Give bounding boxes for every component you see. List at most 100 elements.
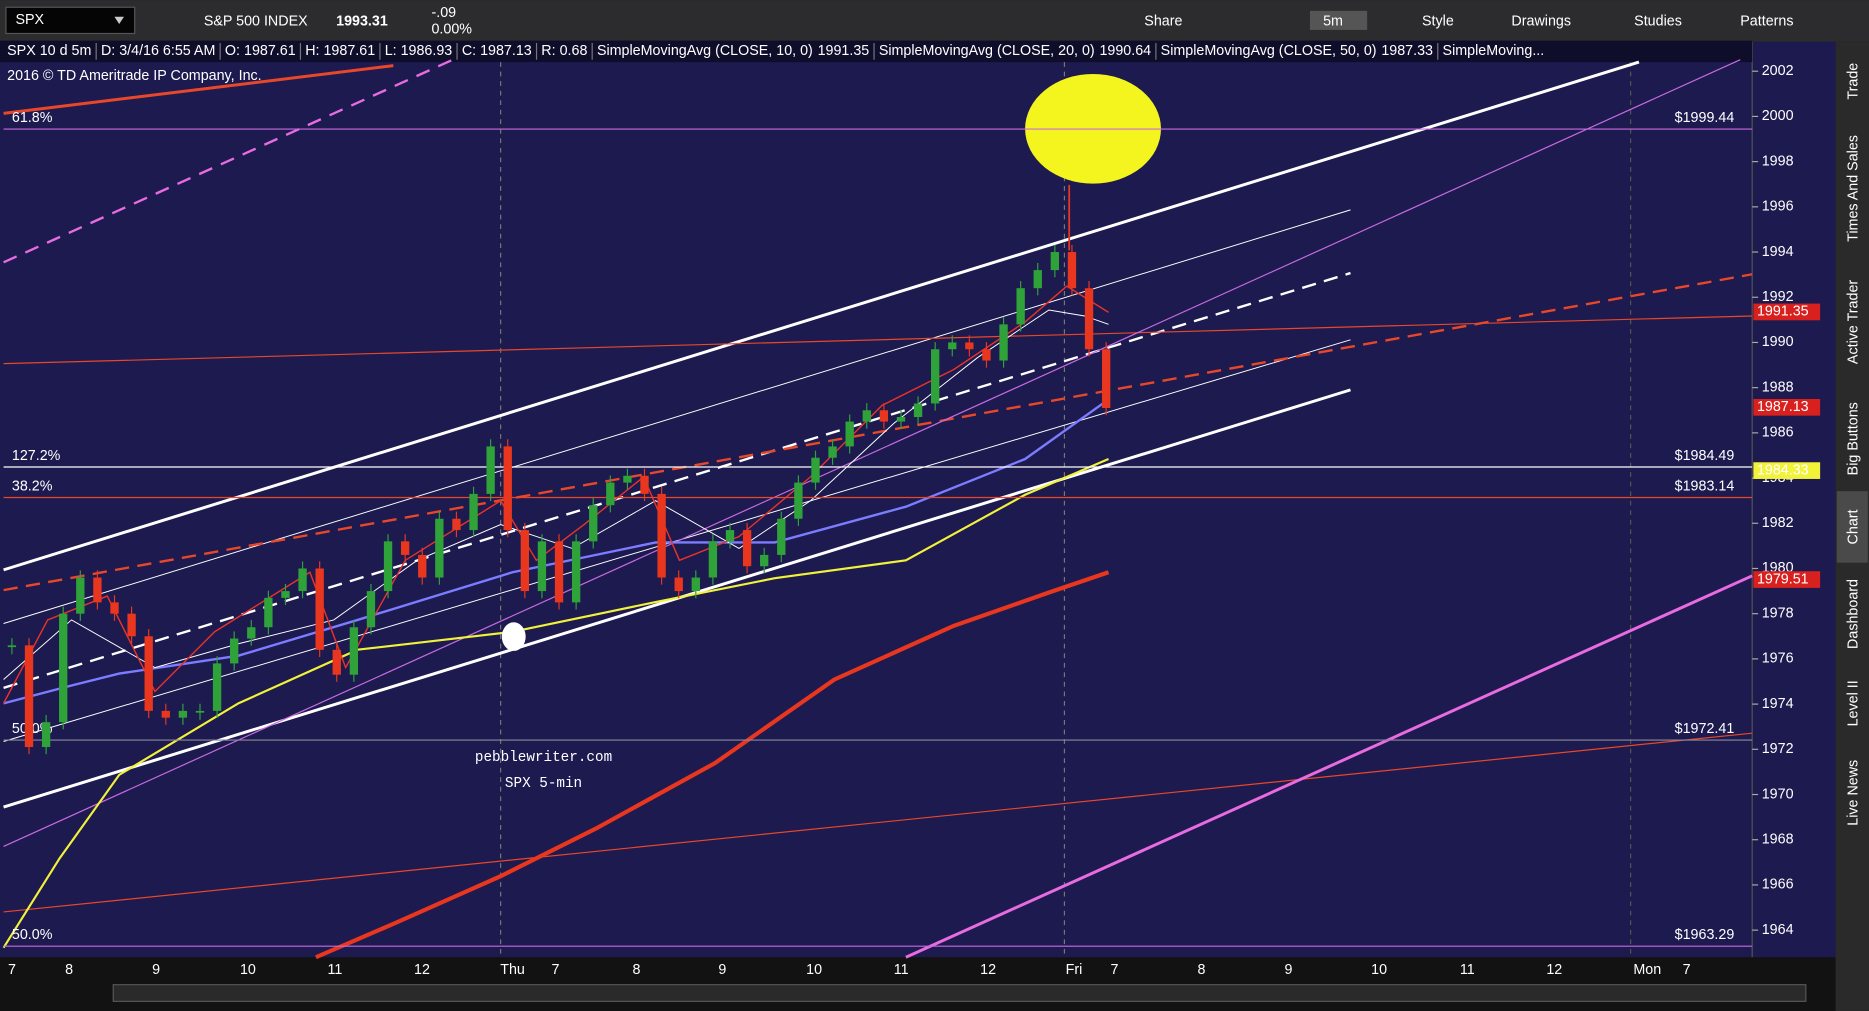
candle — [845, 421, 854, 447]
header-item: H: 1987.61 — [305, 43, 375, 59]
y-tick-label: 1974 — [1762, 696, 1794, 712]
study-label: SimpleMovingAvg (CLOSE, 20, 0) — [879, 43, 1095, 59]
fib-price: $1999.44 — [1675, 110, 1735, 126]
header-item: R: 0.68 — [541, 43, 587, 59]
x-tick-label: 8 — [65, 962, 73, 978]
timeframe-box[interactable] — [1309, 10, 1368, 30]
dropdown[interactable] — [114, 16, 124, 24]
candle — [640, 475, 649, 494]
candle — [366, 591, 376, 628]
price-marker-label: 1984.33 — [1757, 462, 1809, 478]
x-tick-label: 9 — [152, 962, 160, 978]
candle — [879, 410, 889, 422]
candle — [110, 602, 119, 614]
fib-label: 61.8% — [12, 110, 53, 126]
symbol[interactable]: SPX — [15, 12, 44, 28]
side-tab[interactable]: Level II — [1845, 680, 1861, 726]
candle — [59, 613, 68, 723]
plot-bg — [0, 41, 1836, 958]
candle — [418, 554, 427, 578]
fib-price: $1984.49 — [1675, 448, 1735, 464]
side-tab[interactable]: Chart — [1845, 509, 1861, 544]
candle — [435, 518, 444, 578]
y-tick-label: 1964 — [1762, 922, 1794, 938]
channel-top — [3, 60, 1640, 572]
candle — [452, 518, 461, 531]
candle — [76, 577, 85, 614]
toolbar-button[interactable]: 5m — [1323, 13, 1343, 29]
side-tab[interactable]: Active Trader — [1845, 280, 1861, 364]
candle — [657, 493, 666, 578]
toolbar-button[interactable]: Share — [1144, 13, 1182, 29]
drawings — [2, 58, 1753, 960]
study-label: SimpleMovingAvg (CLOSE, 10, 0) — [597, 43, 813, 59]
y-tick-label: 1998 — [1762, 153, 1794, 169]
candle — [1101, 349, 1111, 408]
price-marker-label: 1979.51 — [1757, 571, 1809, 587]
x-tick-label: 9 — [1285, 962, 1293, 978]
x-tick-label: 12 — [980, 962, 996, 978]
x-tick-label: 10 — [240, 962, 256, 978]
candle — [1033, 270, 1042, 289]
candle — [930, 349, 940, 404]
candle — [999, 324, 1008, 361]
candle — [948, 342, 957, 350]
header-bg — [0, 40, 1753, 63]
study-label: SimpleMovingAvg (CLOSE, 50, 0) — [1161, 43, 1377, 59]
candle — [7, 645, 17, 648]
candle — [896, 417, 906, 422]
header-item: D: 3/4/16 6:55 AM — [101, 43, 215, 59]
x-tick-label: Fri — [1066, 962, 1083, 978]
candle — [230, 638, 239, 664]
header-item: SPX 10 d 5m — [7, 43, 91, 59]
price-marker — [1753, 398, 1821, 416]
fib-price: $1983.14 — [1675, 479, 1735, 495]
scrollbar[interactable] — [112, 984, 1807, 1002]
trendline — [905, 574, 1753, 959]
header-item: L: 1986.93 — [385, 43, 453, 59]
symbol-box[interactable] — [5, 6, 136, 35]
candle — [486, 446, 495, 494]
price-marker — [1753, 462, 1821, 479]
x-tick-label: 7 — [551, 962, 559, 978]
toolbar-button[interactable]: Studies — [1634, 13, 1682, 29]
candle — [982, 349, 991, 361]
y-tick-label: 1992 — [1762, 289, 1794, 305]
candle — [725, 530, 735, 542]
candle — [965, 342, 974, 350]
description: S&P 500 INDEX — [204, 13, 308, 29]
study-label: SimpleMoving... — [1443, 43, 1545, 59]
header-item: O: 1987.61 — [225, 43, 296, 59]
toolbar-bg — [0, 0, 1869, 42]
candle — [862, 410, 871, 422]
y-tick-label: 1990 — [1762, 334, 1794, 350]
toolbar-button[interactable]: Drawings — [1511, 13, 1571, 29]
copyright: 2016 © TD Ameritrade IP Company, Inc. — [7, 68, 262, 84]
side-tab[interactable]: Big Buttons — [1845, 402, 1861, 475]
candle — [298, 568, 307, 592]
y-tick-label: 1978 — [1762, 605, 1794, 621]
candle — [742, 530, 752, 567]
x-tick-label: Thu — [500, 962, 525, 978]
fib-label: 50.0% — [12, 927, 53, 943]
x-tick-label: 7 — [1111, 962, 1119, 978]
side-tab[interactable]: Live News — [1845, 760, 1861, 826]
x-tick-label: 8 — [633, 962, 641, 978]
candle — [264, 597, 273, 628]
side-tab[interactable]: Dashboard — [1845, 579, 1861, 649]
x-tick-label: 12 — [1546, 962, 1562, 978]
candle — [554, 541, 564, 603]
side-tab[interactable]: Times And Sales — [1845, 135, 1861, 242]
candle — [503, 446, 512, 531]
trendline — [3, 59, 1741, 847]
side-tab[interactable]: Trade — [1845, 63, 1861, 100]
candle — [41, 722, 51, 748]
trendline — [3, 315, 1753, 365]
candle — [674, 577, 683, 592]
study-value: 1991.35 — [818, 43, 870, 59]
candle — [606, 482, 615, 506]
toolbar-button[interactable]: Patterns — [1740, 13, 1793, 29]
ma-20 — [3, 309, 1109, 680]
candle — [520, 530, 530, 592]
toolbar-button[interactable]: Style — [1422, 13, 1454, 29]
